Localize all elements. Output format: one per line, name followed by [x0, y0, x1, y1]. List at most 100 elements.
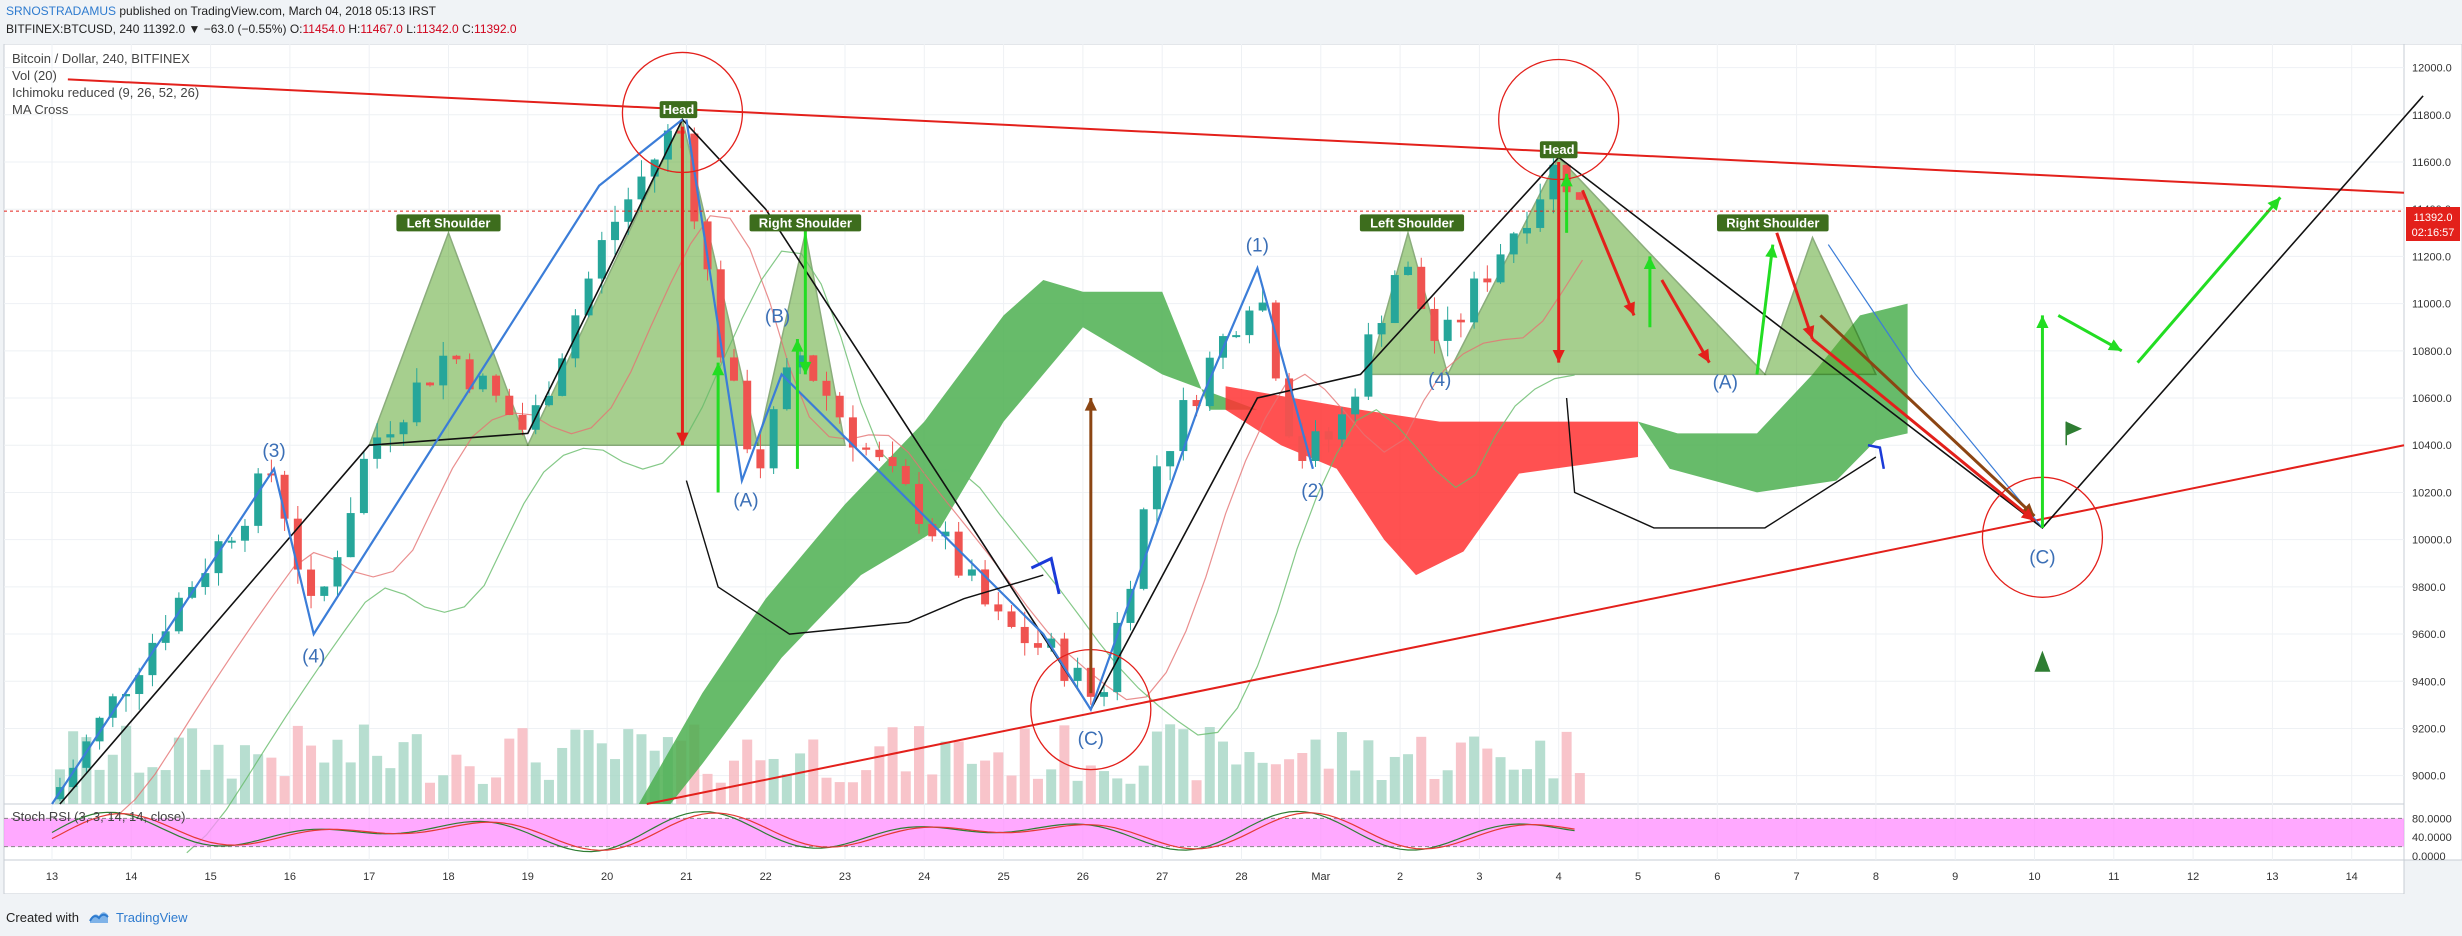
legend-vol: Vol (20)	[12, 68, 57, 83]
volume-bar	[1257, 762, 1268, 804]
volume-bar	[332, 739, 343, 804]
wave-label: (4)	[302, 646, 325, 667]
candle-body	[240, 525, 249, 541]
publish-line: SRNOSTRADAMUS published on TradingView.c…	[6, 4, 436, 18]
volume-bar	[1495, 757, 1506, 804]
y-tick-label: 11800.0	[2412, 110, 2451, 122]
volume-bar	[795, 753, 806, 804]
y-tick-label: 10200.0	[2412, 487, 2452, 499]
candle-body	[637, 176, 646, 200]
created-with-label: Created with	[6, 910, 79, 925]
volume-bar	[610, 759, 621, 804]
volume-bar	[134, 772, 145, 804]
x-tick-label: 14	[2346, 871, 2358, 883]
y-tick-label: 10600.0	[2412, 393, 2452, 405]
candle-body	[967, 569, 976, 576]
volume-bar	[358, 724, 369, 804]
candle-body	[307, 569, 316, 596]
open-value: 11454.0	[302, 22, 346, 36]
green-arrow-f	[1755, 244, 1775, 375]
volume-bar	[808, 739, 819, 804]
candle-body	[1536, 199, 1545, 228]
candle-body	[1351, 396, 1360, 415]
ichimoku-bull-cloud	[638, 280, 1258, 804]
volume-bar	[940, 741, 951, 804]
lower-trend-line	[646, 444, 2405, 805]
upper-trend-line	[67, 78, 2405, 194]
candle-body	[1245, 310, 1254, 336]
tradingview-link[interactable]: TradingView	[116, 910, 188, 925]
price-axis[interactable]	[2403, 43, 2462, 861]
candle-body	[135, 675, 144, 695]
wave-label: (2)	[1301, 481, 1324, 502]
candle-body	[518, 414, 527, 430]
left-shoulder-label-2-box	[1359, 214, 1465, 232]
candle-body	[69, 767, 78, 788]
candle-body	[1152, 466, 1161, 510]
volume-bar	[1336, 732, 1347, 804]
volume-bar	[292, 725, 303, 804]
volume-bar	[411, 734, 422, 804]
volume-bar	[147, 767, 158, 804]
volume-bar	[1165, 724, 1176, 804]
cloud-outline-2	[1565, 397, 1877, 529]
volume-bar	[1310, 739, 1321, 804]
x-tick-label: 5	[1635, 871, 1641, 883]
x-tick-label: 25	[997, 871, 1009, 883]
right-shoulder-label-1-box	[749, 214, 862, 232]
x-tick-label: 3	[1476, 871, 1482, 883]
price-chart-svg[interactable]: Head Head Left Shoulder Right Shoulder Left …	[0, 43, 2462, 895]
candle-body	[1404, 266, 1413, 276]
volume-bar	[1270, 764, 1281, 804]
publish-info: published on TradingView.com, March 04, …	[119, 4, 436, 18]
x-tick-label: 2	[1397, 871, 1403, 883]
candle-body	[703, 221, 712, 270]
volume-bar	[1112, 778, 1123, 804]
green-arrow-i	[2136, 196, 2282, 364]
candle-body	[835, 395, 844, 418]
volume-bar	[953, 741, 964, 804]
chart-area[interactable]: Head Head Left Shoulder Right Shoulder Left …	[0, 43, 2462, 895]
legend-ichimoku: Ichimoku reduced (9, 26, 52, 26)	[12, 85, 199, 100]
time-axis[interactable]	[3, 859, 2405, 895]
candle-body	[1047, 638, 1056, 648]
right-shoulder-label-2-box	[1717, 214, 1829, 232]
last-price-tag: 11392.0 02:16:57	[2406, 207, 2460, 241]
x-tick-label: 22	[760, 871, 772, 883]
candle-body	[1139, 509, 1148, 589]
volume-bar	[438, 775, 449, 804]
left-shoulder-label-1: Left Shoulder	[407, 215, 491, 230]
symbol-label: BITFINEX:BTCUSD, 240	[6, 22, 140, 36]
volume-bar	[121, 725, 132, 804]
candle-body	[386, 434, 395, 438]
x-tick-label: 23	[839, 871, 851, 883]
annotation-labels: Head Head Left Shoulder Right Shoulder Left …	[262, 101, 2056, 750]
candle-body	[1549, 164, 1558, 200]
candle-body	[716, 269, 725, 358]
candle-body	[1496, 254, 1505, 283]
candle-body	[769, 409, 778, 469]
candle-body	[1179, 400, 1188, 452]
volume-bar	[1032, 778, 1043, 804]
head-label-2-box	[1539, 141, 1578, 159]
candle-body	[1113, 622, 1122, 693]
red-arrow-a	[1581, 189, 1636, 317]
candle-body	[280, 474, 289, 519]
candle-body	[1020, 626, 1029, 644]
red-arrow-c	[1775, 232, 1814, 340]
y-tick-label: 11000.0	[2412, 299, 2451, 311]
left-shoulder-2	[1367, 230, 1449, 376]
corrective-wave	[685, 119, 1314, 713]
volume-bar	[1376, 779, 1387, 804]
volume-bar	[966, 763, 977, 804]
candle-body	[333, 557, 342, 587]
author-link[interactable]: SRNOSTRADAMUS	[6, 4, 117, 18]
green-arrow-e-head	[1643, 256, 1656, 270]
volume-bar	[1323, 768, 1334, 804]
volume-bar	[226, 778, 237, 804]
candle-body	[1483, 278, 1492, 283]
x-tick-label: 15	[204, 871, 216, 883]
candle-body	[941, 531, 950, 537]
candle-body	[465, 359, 474, 390]
tradingview-logo-icon	[89, 912, 109, 923]
